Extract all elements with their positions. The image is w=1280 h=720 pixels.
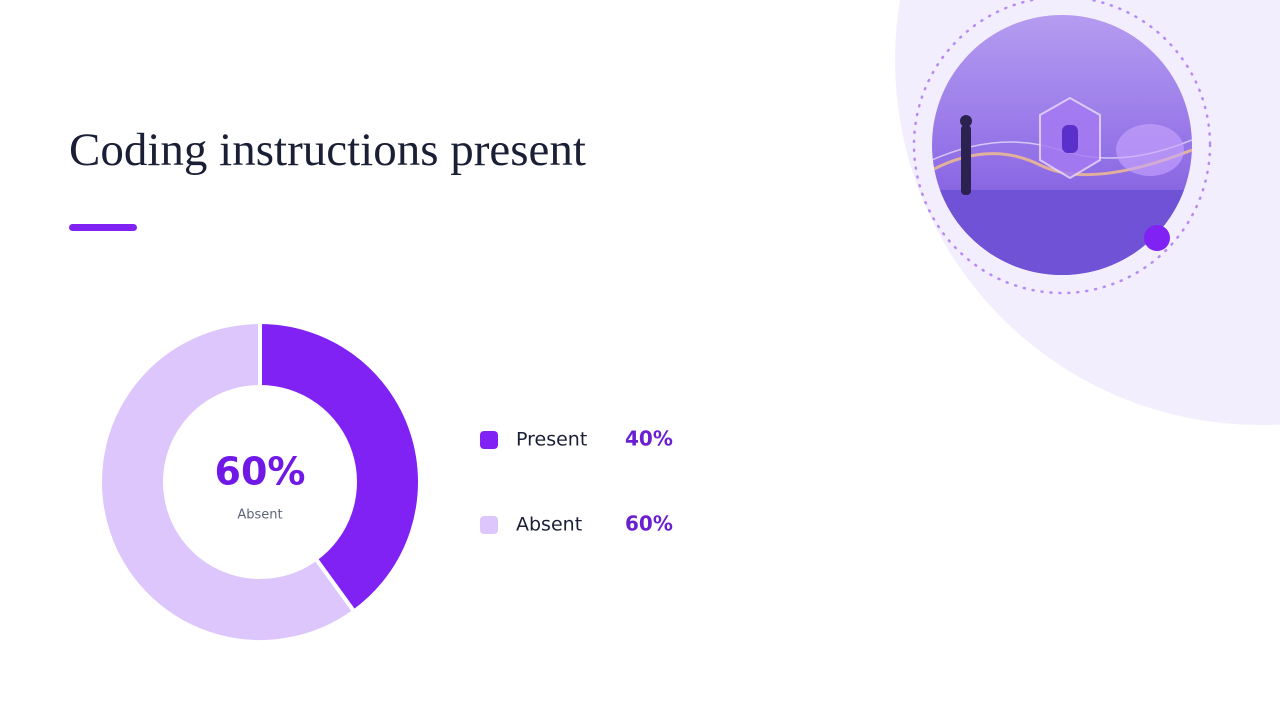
legend-swatch [480,431,498,449]
legend-value: 40% [625,427,673,451]
decor-dot [1144,225,1170,251]
donut-segment [98,319,357,644]
title-accent [69,224,137,231]
center-label: Absent [237,508,282,523]
decor-ring [912,0,1212,295]
center-value: 60% [215,450,306,494]
chart-title: Coding instructions present [69,124,586,176]
legend-swatch [480,516,498,534]
legend-label: Present [516,429,587,451]
legend-value: 60% [625,512,673,536]
legend-label: Absent [516,514,582,536]
donut-segment [258,319,422,615]
